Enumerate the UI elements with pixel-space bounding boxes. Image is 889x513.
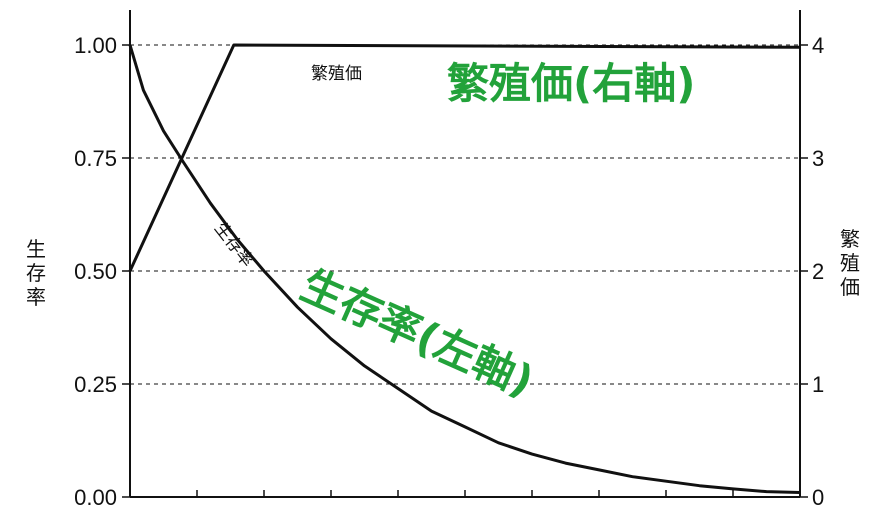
left-axis-ticks: 0.00 0.25 0.50 0.75 1.00 — [74, 33, 130, 510]
right-tick-label: 0 — [812, 485, 824, 510]
survival-curve-label: 生存率 — [210, 219, 257, 272]
survival-line — [128, 44, 801, 494]
x-tick-marks — [196, 490, 801, 497]
left-tick-label: 0.00 — [74, 485, 117, 510]
right-tick-label: 1 — [812, 372, 824, 397]
right-axis-ticks: 0 1 2 3 4 — [800, 33, 824, 510]
reproductive-value-line — [128, 43, 801, 272]
left-tick-label: 0.50 — [74, 259, 117, 284]
reproductive-curve-label: 繁殖価 — [311, 64, 362, 84]
right-axis-title: 繁殖価 — [840, 227, 860, 299]
right-tick-label: 3 — [812, 146, 824, 171]
left-tick-label: 0.75 — [74, 146, 117, 171]
right-tick-label: 2 — [812, 259, 824, 284]
left-tick-label: 0.25 — [74, 372, 117, 397]
left-axis-title: 生存率 — [26, 237, 46, 309]
right-tick-label: 4 — [812, 33, 824, 58]
reproductive-axis-callout: 繁殖価(右軸) — [447, 59, 695, 108]
left-tick-label: 1.00 — [74, 33, 117, 58]
series-lines — [128, 43, 801, 494]
